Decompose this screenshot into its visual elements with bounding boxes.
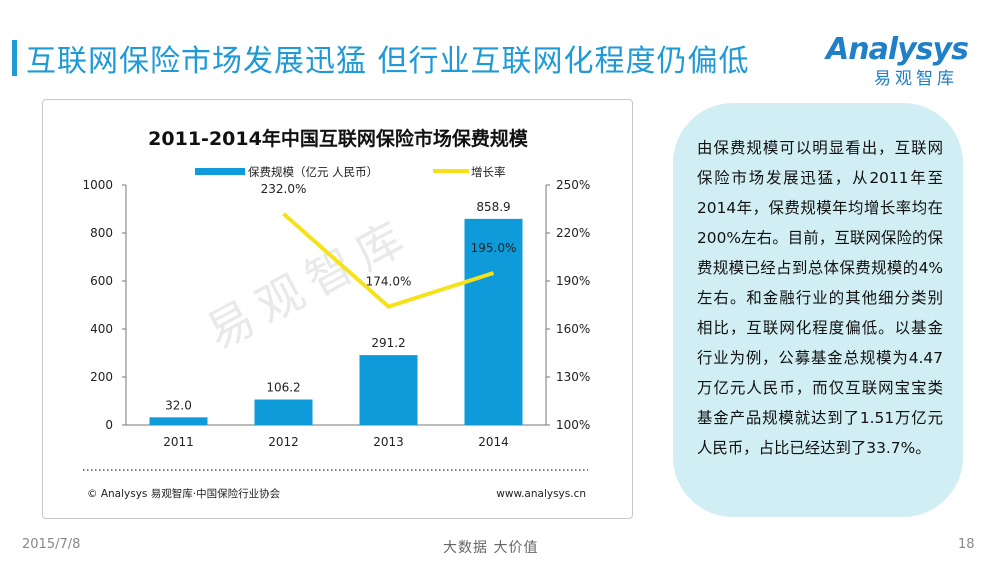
bar-2012 bbox=[254, 399, 313, 425]
x-axis-category-labels: 2011 2012 2013 2014 bbox=[163, 435, 509, 449]
right-axis-ticks: 100% 130% 160% 190% 220% 250% bbox=[546, 178, 590, 432]
right-tick-label: 220% bbox=[556, 226, 590, 240]
right-tick-label: 160% bbox=[556, 322, 590, 336]
logo-wordmark: Analysys bbox=[826, 32, 969, 67]
category-label: 2013 bbox=[373, 435, 404, 449]
bar-2014 bbox=[464, 218, 523, 425]
logo-chinese-name: 易观智库 bbox=[874, 69, 958, 89]
growth-value-label: 174.0% bbox=[366, 275, 412, 289]
chart-title: 2011-2014年中国互联网保险市场保费规模 bbox=[148, 127, 529, 150]
growth-value-label: 195.0% bbox=[471, 241, 517, 255]
legend-label-bar: 保费规模（亿元 人民币） bbox=[248, 165, 378, 179]
chart-website: www.analysys.cn bbox=[496, 488, 586, 500]
growth-line-series bbox=[282, 212, 495, 309]
chart-panel: 易观智库 2011-2014年中国互联网保险市场保费规模 保费规模（亿元 人民币… bbox=[42, 99, 633, 519]
analysys-logo: Analysys 易观智库 bbox=[826, 32, 976, 92]
bar-2013 bbox=[359, 355, 418, 425]
left-tick-label: 0 bbox=[105, 418, 113, 432]
growth-line bbox=[282, 212, 495, 309]
summary-textbox: 由保费规模可以明显看出，互联网保险市场发展迅猛，从2011年至2014年，保费规… bbox=[673, 103, 963, 517]
category-label: 2012 bbox=[268, 435, 299, 449]
bar-value-label: 106.2 bbox=[266, 381, 300, 395]
right-tick-label: 130% bbox=[556, 370, 590, 384]
growth-value-label: 232.0% bbox=[261, 182, 307, 196]
bar-value-label: 858.9 bbox=[476, 200, 510, 214]
summary-text: 由保费规模可以明显看出，互联网保险市场发展迅猛，从2011年至2014年，保费规… bbox=[697, 139, 943, 457]
footer-date: 2015/7/8 bbox=[22, 537, 81, 552]
chart-source: © Analysys 易观智库·中国保险行业协会 bbox=[87, 487, 281, 500]
left-tick-label: 400 bbox=[90, 322, 113, 336]
right-tick-label: 100% bbox=[556, 418, 590, 432]
growth-value-labels: 232.0% 174.0% 195.0% bbox=[261, 182, 517, 289]
category-label: 2011 bbox=[163, 435, 194, 449]
bar-value-label: 32.0 bbox=[165, 398, 192, 412]
bar-value-label: 291.2 bbox=[371, 336, 405, 350]
chart-legend: 保费规模（亿元 人民币） 增长率 bbox=[195, 165, 506, 179]
right-tick-label: 190% bbox=[556, 274, 590, 288]
title-accent-bar bbox=[12, 40, 17, 76]
left-tick-label: 800 bbox=[90, 226, 113, 240]
legend-swatch-bar bbox=[195, 168, 245, 175]
footer-tagline: 大数据 大价值 bbox=[443, 540, 539, 556]
bar-2011 bbox=[149, 417, 208, 425]
page-number: 18 bbox=[958, 537, 975, 552]
left-tick-label: 600 bbox=[90, 274, 113, 288]
left-axis-ticks: 0 200 400 600 800 1000 bbox=[82, 178, 126, 432]
bar-value-labels: 32.0 106.2 291.2 858.9 bbox=[165, 200, 511, 412]
combo-chart: 易观智库 2011-2014年中国互联网保险市场保费规模 保费规模（亿元 人民币… bbox=[82, 127, 590, 500]
bar-series bbox=[149, 218, 523, 425]
category-label: 2014 bbox=[478, 435, 509, 449]
left-tick-label: 1000 bbox=[82, 178, 113, 192]
right-tick-label: 250% bbox=[556, 178, 590, 192]
legend-label-line: 增长率 bbox=[471, 165, 506, 179]
slide-title: 互联网保险市场发展迅猛 但行业互联网化程度仍偏低 bbox=[26, 44, 750, 79]
left-tick-label: 200 bbox=[90, 370, 113, 384]
